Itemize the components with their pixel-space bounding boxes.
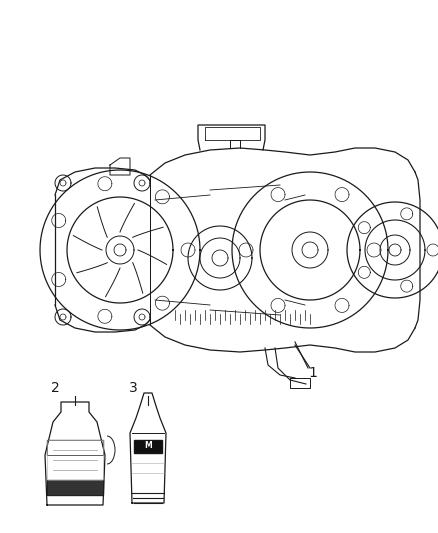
Polygon shape [134, 440, 162, 453]
Polygon shape [47, 480, 103, 495]
Text: M: M [144, 441, 152, 450]
Text: 3: 3 [129, 381, 138, 395]
Text: M: M [71, 442, 79, 451]
Text: 1: 1 [308, 366, 318, 380]
Polygon shape [47, 440, 103, 480]
Text: 2: 2 [51, 381, 60, 395]
Polygon shape [47, 440, 103, 455]
